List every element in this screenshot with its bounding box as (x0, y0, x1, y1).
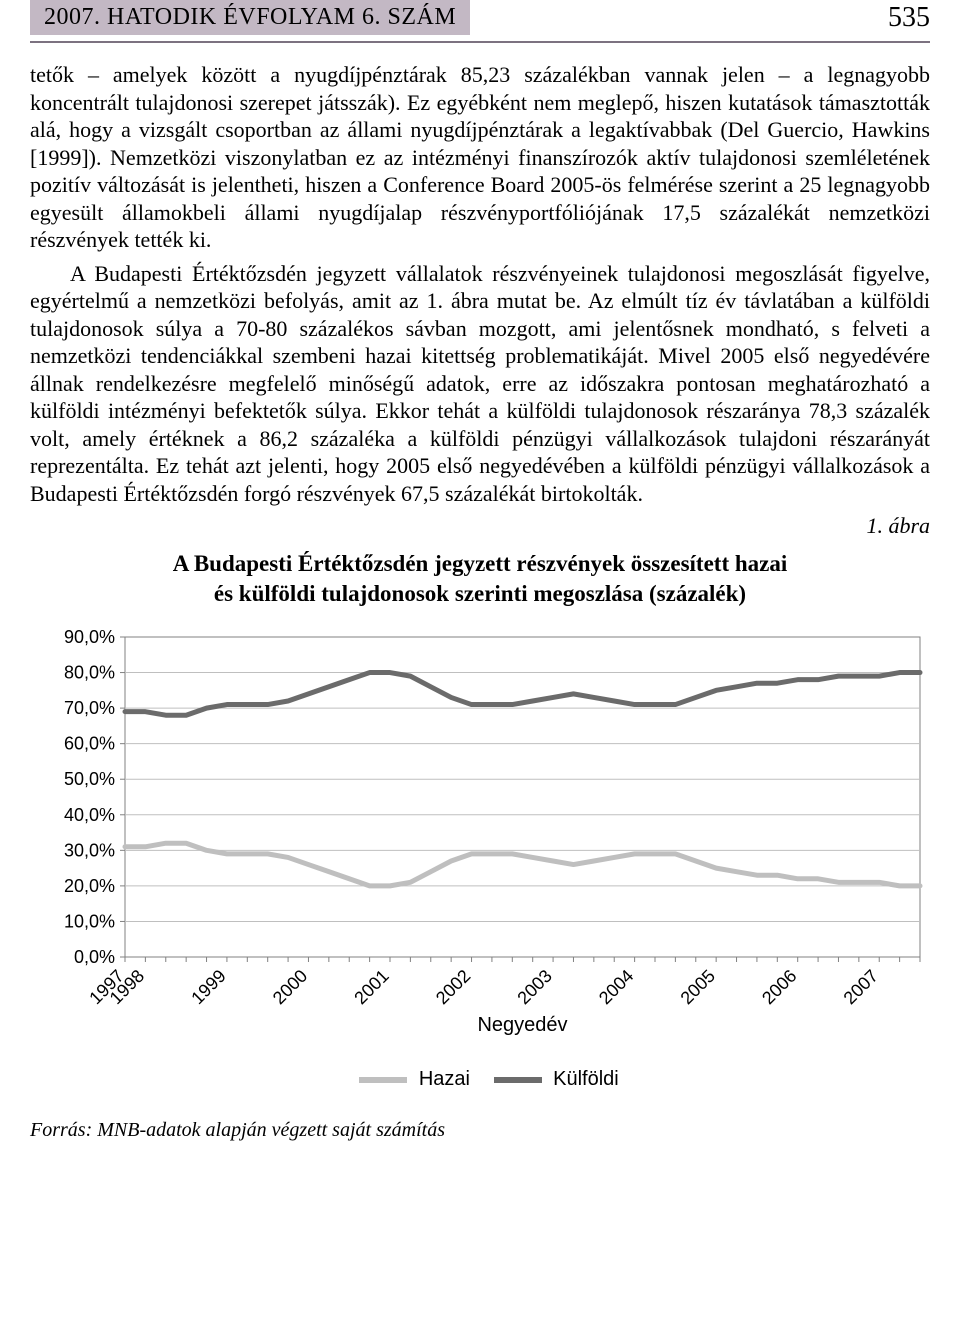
chart-title-line2: és külföldi tulajdonosok szerinti megosz… (214, 581, 746, 606)
legend-swatch-hazai (359, 1077, 407, 1083)
legend-label-kulfoldi: Külföldi (553, 1068, 619, 1090)
legend-label-hazai: Hazai (419, 1068, 470, 1090)
source-label: Forrás: (30, 1119, 92, 1141)
paragraph-2: A Budapesti Értéktőzsdén jegyzett vállal… (30, 260, 930, 508)
svg-text:2001: 2001 (350, 965, 392, 1007)
chart-title: A Budapesti Értéktőzsdén jegyzett részvé… (30, 549, 930, 609)
svg-text:1999: 1999 (187, 965, 229, 1007)
svg-text:60,0%: 60,0% (64, 733, 115, 753)
chart-container: 0,0% 10,0% 20,0% 30,0% 40,0% 50,0% 60,0% 70,0% 8… (30, 627, 930, 1091)
svg-text:2004: 2004 (595, 965, 637, 1007)
svg-text:2006: 2006 (758, 965, 800, 1007)
svg-text:2002: 2002 (432, 965, 474, 1007)
ownership-chart: 0,0% 10,0% 20,0% 30,0% 40,0% 50,0% 60,0% 70,0% 8… (30, 627, 930, 1057)
svg-text:2003: 2003 (513, 965, 555, 1007)
svg-text:2007: 2007 (840, 965, 882, 1007)
page-number: 535 (888, 2, 930, 34)
svg-text:30,0%: 30,0% (64, 840, 115, 860)
source-line: Forrás: MNB-adatok alapján végzett saját… (30, 1119, 930, 1142)
chart-title-line1: A Budapesti Értéktőzsdén jegyzett részvé… (173, 551, 788, 576)
svg-text:70,0%: 70,0% (64, 698, 115, 718)
legend-swatch-kulfoldi (494, 1077, 542, 1083)
header-band: 2007. HATODIK ÉVFOLYAM 6. SZÁM (30, 0, 470, 35)
svg-text:Negyedév: Negyedév (477, 1014, 567, 1036)
source-text: MNB-adatok alapján végzett saját számítá… (92, 1119, 445, 1141)
svg-text:40,0%: 40,0% (64, 805, 115, 825)
svg-text:10,0%: 10,0% (64, 911, 115, 931)
svg-text:50,0%: 50,0% (64, 769, 115, 789)
figure-label: 1. ábra (30, 513, 930, 539)
svg-text:80,0%: 80,0% (64, 662, 115, 682)
paragraph-1: tetők – amelyek között a nyugdíjpénztára… (30, 61, 930, 254)
svg-text:20,0%: 20,0% (64, 876, 115, 896)
svg-text:0,0%: 0,0% (74, 947, 115, 967)
chart-legend: Hazai Külföldi (30, 1068, 930, 1091)
svg-text:2000: 2000 (269, 965, 311, 1007)
header-rule (30, 41, 930, 43)
svg-text:90,0%: 90,0% (64, 627, 115, 647)
svg-text:2005: 2005 (677, 965, 719, 1007)
